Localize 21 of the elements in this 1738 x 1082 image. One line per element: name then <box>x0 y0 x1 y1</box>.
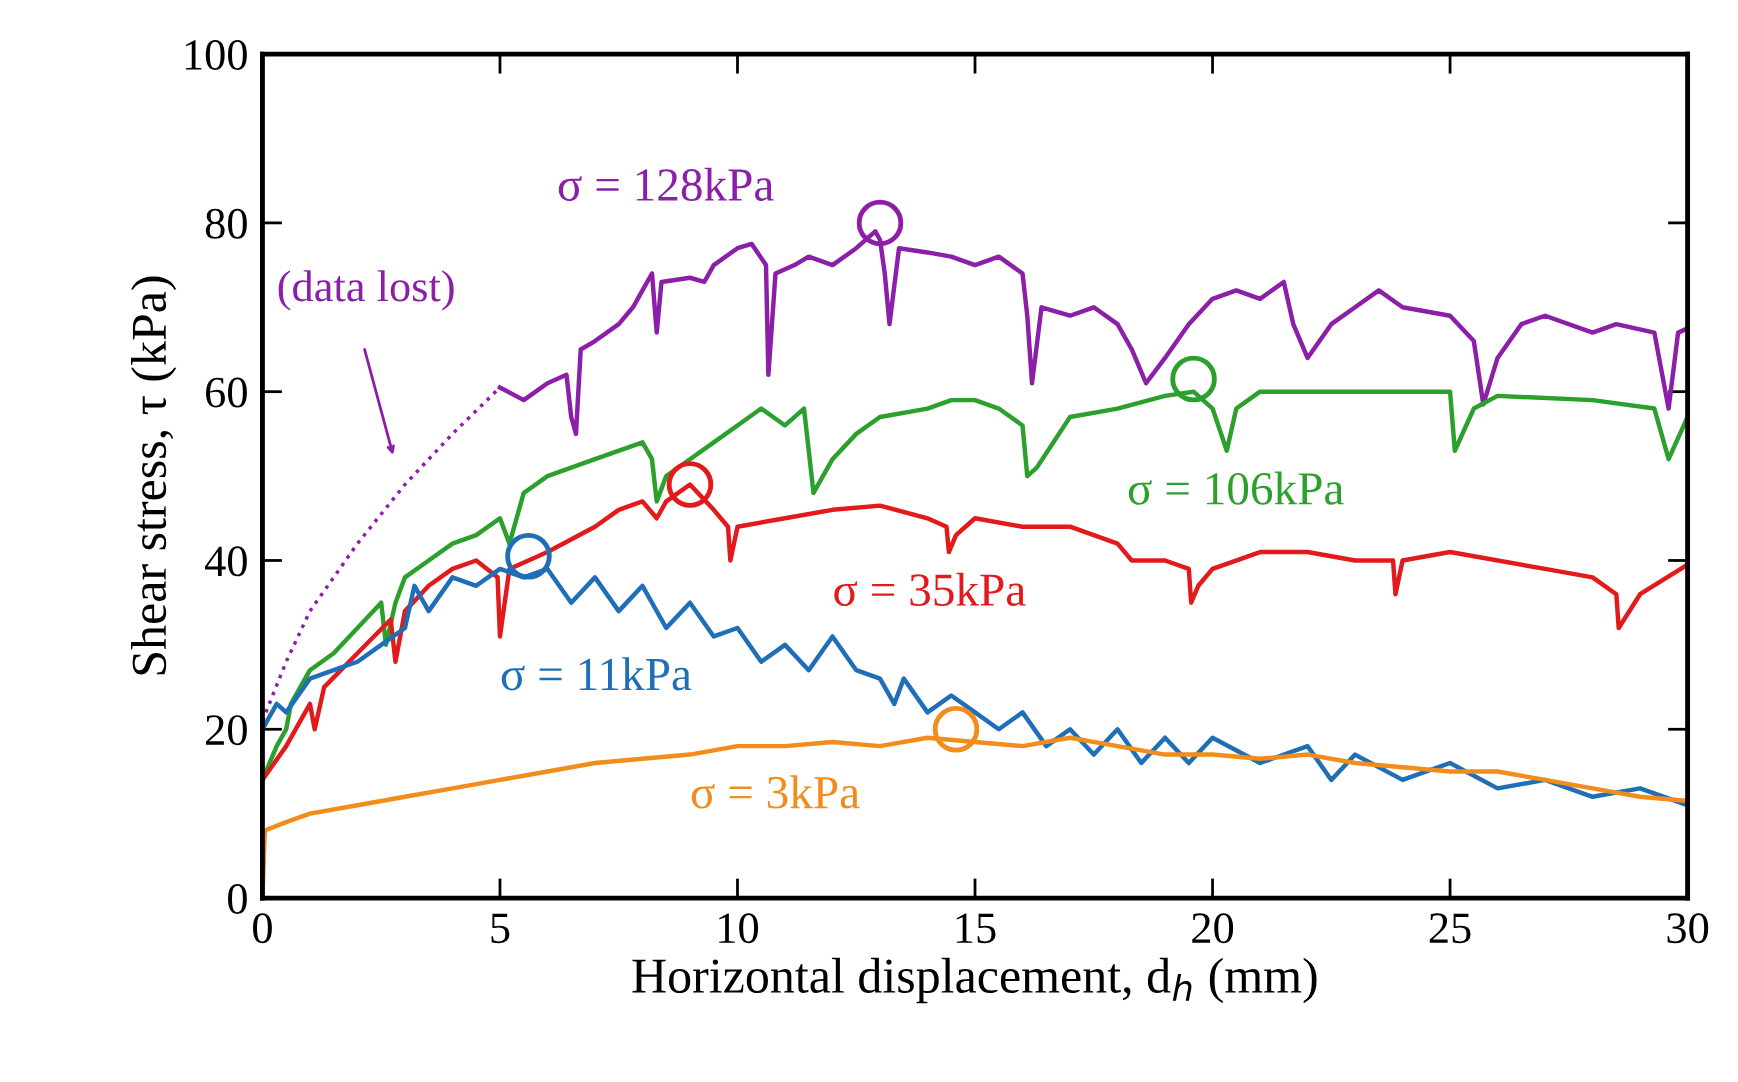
x-tick-label: 20 <box>1192 913 1234 944</box>
y-axis-title: Shear stress, τ (kPa) <box>130 276 177 675</box>
x-tick-label: 30 <box>1667 913 1709 944</box>
x-tick-label: 0 <box>253 913 272 944</box>
series-label: σ = 3kPa <box>691 775 860 809</box>
y-tick-label: 0 <box>228 883 247 914</box>
x-tick-label: 15 <box>956 913 996 944</box>
series-label: σ = 128kPa <box>558 167 774 201</box>
y-tick-label: 100 <box>185 39 247 70</box>
annotation: (data lost) <box>278 270 454 311</box>
x-tick-label: 5 <box>491 913 510 944</box>
y-tick-label: 80 <box>205 208 247 239</box>
y-tick-label: 40 <box>204 546 247 577</box>
series-label: σ = 35kPa <box>834 572 1026 607</box>
y-tick-label: 20 <box>206 715 247 746</box>
y-tick-label: 60 <box>206 377 247 408</box>
x-axis-title: Horizontal displacement, d$_{h}$ (mm) <box>632 957 1317 1004</box>
series-label: σ = 11kPa <box>501 657 692 691</box>
x-tick-label: 25 <box>1429 913 1471 944</box>
series-label: σ = 106kPa <box>1128 471 1344 505</box>
x-tick-label: 10 <box>719 913 759 944</box>
